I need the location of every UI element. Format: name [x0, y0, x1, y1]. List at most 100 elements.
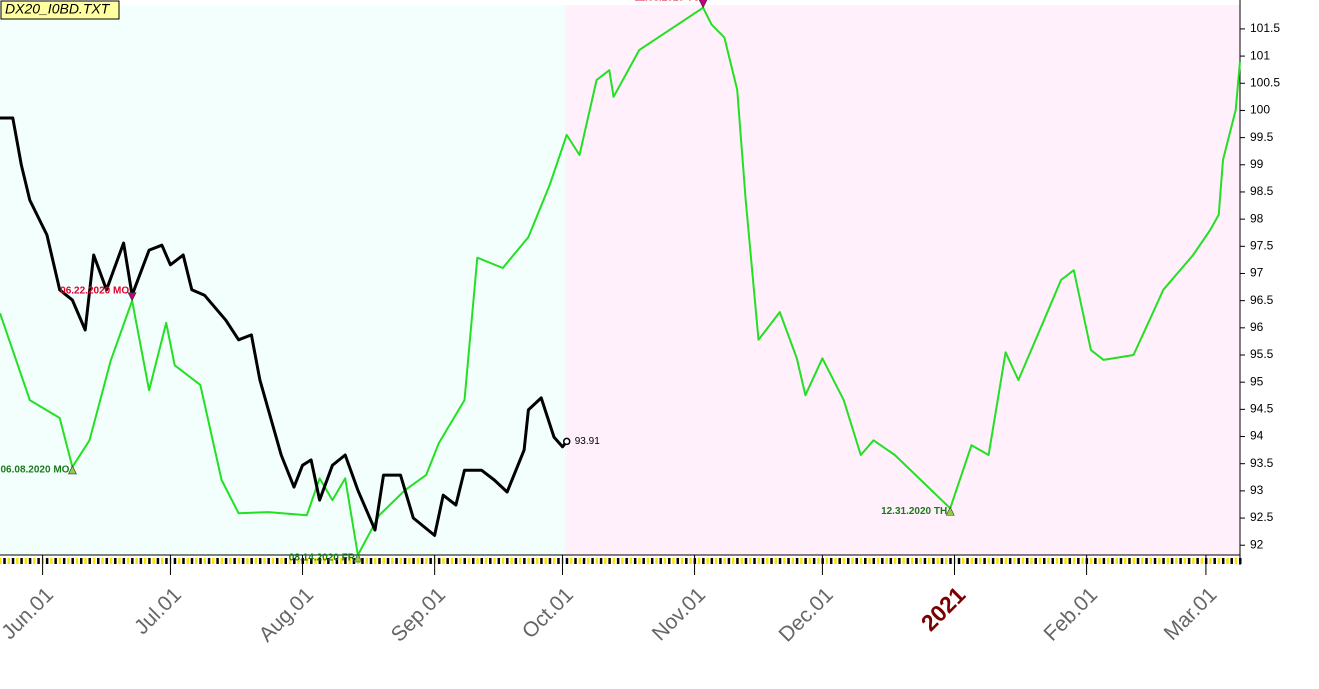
strip-cell: [416, 558, 420, 564]
strip-cell: [548, 558, 552, 564]
strip-cell: [791, 558, 795, 564]
strip-cell: [1145, 558, 1148, 564]
strip-cell: [535, 558, 539, 564]
strip-cell: [1102, 558, 1106, 564]
y-tick-label: 95.5: [1250, 347, 1274, 361]
strip-cell: [748, 558, 752, 564]
strip-cell: [207, 558, 211, 564]
strip-cell: [212, 558, 215, 564]
strip-cell: [723, 558, 726, 564]
strip-cell: [437, 558, 441, 564]
strip-cell: [514, 558, 518, 564]
x-tick-label: Jul.01: [130, 583, 186, 639]
strip-cell: [1132, 558, 1135, 564]
strip-cell: [122, 558, 126, 564]
strip-cell: [582, 558, 586, 564]
strip-cell: [1179, 558, 1182, 564]
strip-cell: [156, 558, 160, 564]
strip-cell: [591, 558, 594, 564]
strip-cell: [105, 558, 109, 564]
strip-cell: [126, 558, 130, 564]
strip-cell: [224, 558, 228, 564]
annotation: 06.08.2020 MO: [1, 465, 70, 476]
strip-cell: [872, 558, 876, 564]
extreme-marker: [945, 506, 955, 516]
strip-cell: [425, 558, 428, 564]
y-tick-label: 98: [1250, 211, 1264, 225]
strip-cell: [135, 558, 138, 564]
strip-cell: [923, 558, 927, 564]
strip-cell: [109, 558, 113, 564]
strip-cell: [770, 558, 773, 564]
strip-cell: [731, 558, 735, 564]
strip-cell: [459, 558, 462, 564]
strip-cell: [1106, 558, 1110, 564]
x-tick-label: Dec.01: [775, 583, 838, 646]
strip-cell: [604, 558, 607, 564]
strip-cell: [761, 558, 765, 564]
strip-cell: [118, 558, 121, 564]
strip-cell: [420, 558, 424, 564]
strip-cell: [293, 558, 296, 564]
strip-cell: [881, 558, 884, 564]
strip-cell: [1013, 558, 1016, 564]
strip-cell: [152, 558, 155, 564]
strip-cell: [1068, 558, 1072, 564]
y-tick-label: 101: [1250, 48, 1270, 62]
strip-cell: [970, 558, 974, 564]
strip-cell: [114, 558, 117, 564]
strip-cell: [467, 558, 471, 564]
strip-cell: [1115, 558, 1118, 564]
strip-cell: [310, 558, 313, 564]
strip-cell: [838, 558, 841, 564]
x-tick-label: Jun.01: [0, 583, 58, 644]
strip-cell: [638, 558, 641, 564]
strip-cell: [75, 558, 79, 564]
strip-cell: [1098, 558, 1101, 564]
strip-cell: [195, 558, 198, 564]
strip-cell: [902, 558, 905, 564]
strip-cell: [352, 558, 356, 564]
strip-cell: [408, 558, 411, 564]
y-tick-label: 92: [1250, 537, 1264, 551]
strip-cell: [966, 558, 969, 564]
strip-cell: [480, 558, 484, 564]
strip-cell: [906, 558, 910, 564]
strip-cell: [697, 558, 701, 564]
strip-cell: [915, 558, 918, 564]
strip-cell: [727, 558, 731, 564]
strip-cell: [88, 558, 91, 564]
strip-cell: [1025, 558, 1029, 564]
strip-cell: [629, 558, 633, 564]
strip-cell: [825, 558, 829, 564]
strip-cell: [497, 558, 501, 564]
strip-cell: [382, 558, 386, 564]
strip-cell: [642, 558, 645, 564]
strip-cell: [284, 558, 287, 564]
x-tick-label: Sep.01: [387, 583, 450, 646]
strip-cell: [876, 558, 880, 564]
strip-cell: [736, 558, 739, 564]
strip-cell: [241, 558, 245, 564]
strip-cell: [829, 558, 833, 564]
strip-cell: [531, 558, 535, 564]
strip-cell: [800, 558, 803, 564]
strip-cell: [851, 558, 854, 564]
strip-cell: [646, 558, 650, 564]
y-tick-label: 96.5: [1250, 293, 1274, 307]
strip-cell: [859, 558, 863, 564]
strip-cell: [893, 558, 897, 564]
strip-cell: [565, 558, 569, 564]
strip-cell: [927, 558, 931, 564]
strip-cell: [817, 558, 820, 564]
strip-cell: [552, 558, 556, 564]
strip-cell: [506, 558, 509, 564]
strip-cell: [493, 558, 496, 564]
strip-cell: [182, 558, 185, 564]
strip-cell: [595, 558, 599, 564]
strip-cell: [962, 558, 965, 564]
strip-cell: [373, 558, 377, 564]
strip-cell: [578, 558, 582, 564]
strip-cell: [254, 558, 258, 564]
strip-cell: [45, 558, 49, 564]
